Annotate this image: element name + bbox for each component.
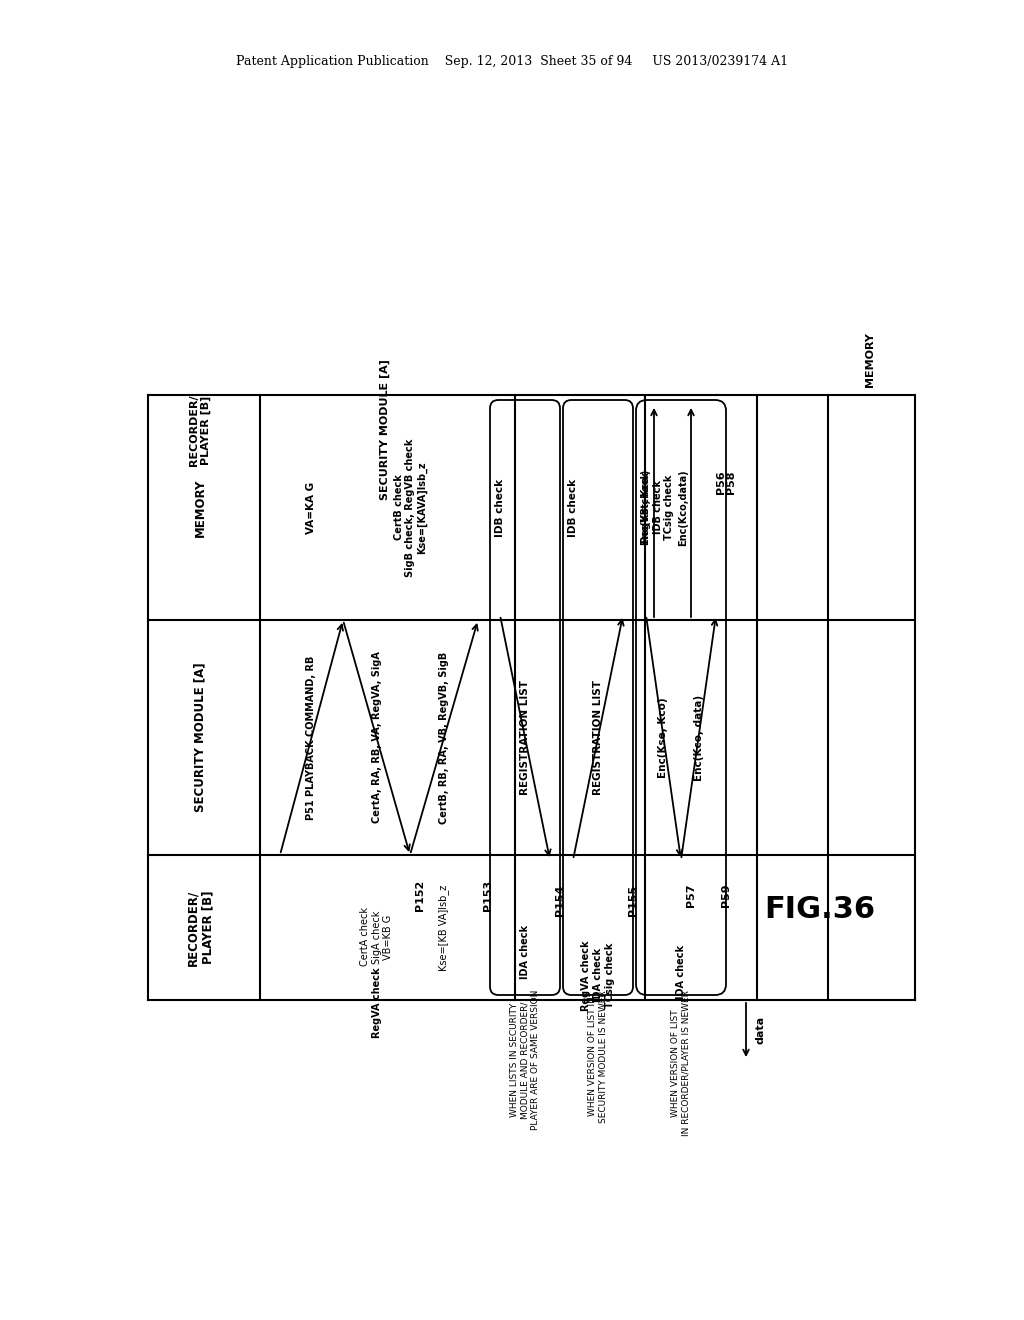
- Text: P56: P56: [716, 471, 726, 494]
- Text: P154: P154: [555, 884, 565, 916]
- Text: REGISTRATION LIST: REGISTRATION LIST: [593, 680, 603, 795]
- Text: CertB, RB, RA, VB, RegVB, SigB: CertB, RB, RA, VB, RegVB, SigB: [439, 651, 449, 824]
- Text: Enc(Kst, Kcoᵢ): Enc(Kst, Kcoᵢ): [641, 470, 651, 545]
- Text: WHEN VERSION OF LIST
IN RECORDER/PLAYER IS NEWER: WHEN VERSION OF LIST IN RECORDER/PLAYER …: [672, 990, 691, 1137]
- Text: VA=KA G: VA=KA G: [306, 482, 316, 533]
- Text: FIG.36: FIG.36: [765, 895, 876, 924]
- Text: RegVA check
IDA check
TCsig check: RegVA check IDA check TCsig check: [582, 940, 614, 1011]
- Text: IDB check: IDB check: [495, 478, 505, 536]
- Text: Patent Application Publication    Sep. 12, 2013  Sheet 35 of 94     US 2013/0239: Patent Application Publication Sep. 12, …: [236, 55, 788, 69]
- Text: WHEN LISTS IN SECURITY
MODULE AND RECORDER/
PLAYER ARE OF SAME VERSION: WHEN LISTS IN SECURITY MODULE AND RECORD…: [510, 990, 540, 1130]
- Text: MEMORY: MEMORY: [865, 333, 874, 388]
- Text: RECORDER/
PLAYER [B]: RECORDER/ PLAYER [B]: [189, 395, 211, 466]
- Text: IDA check: IDA check: [676, 945, 686, 999]
- Text: RegVA check: RegVA check: [372, 968, 382, 1038]
- Text: P153: P153: [483, 879, 493, 911]
- Text: Enc(Kse, Kco): Enc(Kse, Kco): [658, 697, 669, 777]
- Text: SECURITY MODULE [A]: SECURITY MODULE [A]: [194, 663, 207, 812]
- Text: REGISTRATION LIST: REGISTRATION LIST: [520, 680, 530, 795]
- Text: Enc(Kco, data): Enc(Kco, data): [693, 694, 703, 780]
- Text: CertB check
SigB check, RegVB check
Kse=[KAVA]lsb_z: CertB check SigB check, RegVB check Kse=…: [394, 438, 427, 577]
- Text: RegVB check
IDB check
TCsig check: RegVB check IDB check TCsig check: [641, 473, 674, 543]
- Text: data: data: [756, 1016, 766, 1044]
- Text: P59: P59: [721, 883, 731, 907]
- Text: IDB check: IDB check: [568, 478, 578, 536]
- Text: RECORDER/
PLAYER [B]: RECORDER/ PLAYER [B]: [186, 890, 214, 965]
- Text: Kse=[KB VA]lsb_z: Kse=[KB VA]lsb_z: [438, 884, 450, 970]
- Text: P57: P57: [686, 883, 696, 907]
- Text: Enc(Kco,data): Enc(Kco,data): [678, 469, 688, 545]
- Text: P51 PLAYBACK COMMAND, RB: P51 PLAYBACK COMMAND, RB: [306, 655, 316, 820]
- Text: P152: P152: [415, 879, 425, 911]
- Text: CertA check
SigA check
VB=KB G: CertA check SigA check VB=KB G: [359, 908, 393, 966]
- Text: WHEN VERSION OF LIST IN
SECURITY MODULE IS NEWER: WHEN VERSION OF LIST IN SECURITY MODULE …: [589, 990, 607, 1122]
- Text: CertA, RA, RB, VA, RegVA, SigA: CertA, RA, RB, VA, RegVA, SigA: [372, 652, 382, 824]
- Text: P58: P58: [726, 471, 736, 494]
- Text: IDA check: IDA check: [520, 925, 530, 979]
- Text: P155: P155: [628, 884, 638, 916]
- Text: SECURITY MODULE [A]: SECURITY MODULE [A]: [380, 359, 390, 500]
- Text: MEMORY: MEMORY: [194, 478, 207, 537]
